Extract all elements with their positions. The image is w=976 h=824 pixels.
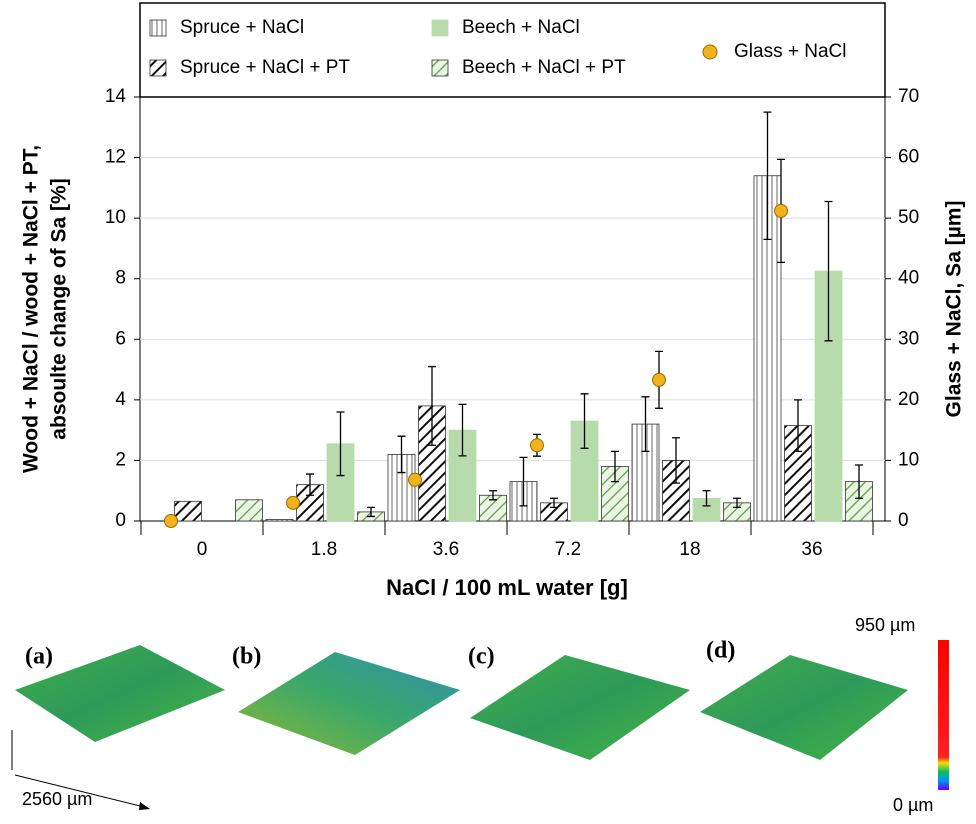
y2-axis-title: Glass + NaCl, Sa [µm]	[943, 201, 966, 418]
legend-label: Beech + NaCl	[462, 17, 580, 38]
y2-tick-label: 60	[898, 147, 919, 168]
x-tick-label: 36	[801, 539, 822, 560]
legend-swatch	[432, 20, 448, 36]
y-tick-label: 4	[115, 389, 126, 410]
x-tick-label: 7.2	[555, 539, 581, 560]
point	[165, 515, 178, 528]
legend-label: Glass + NaCl	[734, 41, 846, 62]
y2-tick-label: 50	[898, 207, 919, 228]
surface-b	[238, 652, 460, 755]
x-tick-label: 3.6	[433, 539, 459, 560]
legend-marker	[703, 45, 717, 59]
length-label: 2560 µm	[22, 789, 92, 809]
legend-label: Spruce + NaCl	[180, 17, 304, 38]
legend-swatch	[150, 20, 166, 36]
panel-label: (b)	[232, 644, 261, 670]
scale-min: 0 µm	[893, 795, 933, 815]
legend-swatch	[150, 60, 166, 76]
y-tick-label: 2	[115, 449, 126, 470]
y2-tick-label: 0	[898, 510, 909, 531]
y-axis-title: absoulte change of Sa [%]	[48, 178, 71, 439]
y2-tick-label: 10	[898, 449, 919, 470]
panel-label: (c)	[468, 644, 495, 670]
point	[775, 204, 788, 217]
bar	[236, 500, 263, 521]
legend-label: Spruce + NaCl + PT	[180, 57, 350, 78]
x-tick-label: 18	[679, 539, 700, 560]
y-axis-title: Wood + NaCl / wood + NaCl + PT,	[20, 145, 43, 473]
y-tick-label: 14	[105, 86, 127, 107]
figure: NaCl / 100 mL water [g] Wood + NaCl / wo…	[0, 0, 976, 819]
scale-max: 950 µm	[855, 615, 915, 635]
y-tick-label: 10	[105, 207, 126, 228]
y2-tick-label: 20	[898, 389, 919, 410]
panel-label: (a)	[25, 644, 53, 670]
surface-c	[470, 655, 690, 760]
point	[409, 473, 422, 486]
bar	[266, 519, 293, 521]
y-tick-label: 0	[115, 510, 126, 531]
x-tick-label: 1.8	[311, 539, 337, 560]
point	[653, 373, 666, 386]
x-tick-label: 0	[197, 539, 208, 560]
y2-tick-label: 40	[898, 268, 919, 289]
x-axis-title: NaCl / 100 mL water [g]	[386, 575, 628, 600]
y2-tick-label: 70	[898, 86, 919, 107]
point	[531, 439, 544, 452]
y-tick-label: 6	[115, 328, 126, 349]
point	[287, 496, 300, 509]
panel-label: (d)	[706, 638, 735, 664]
y-tick-label: 8	[115, 268, 126, 289]
surface-d	[700, 655, 908, 760]
y2-tick-label: 30	[898, 328, 919, 349]
bar	[175, 501, 202, 521]
arrow-head	[139, 802, 150, 810]
legend-label: Beech + NaCl + PT	[462, 57, 626, 78]
legend-swatch	[432, 60, 448, 76]
color-bar	[938, 640, 949, 790]
y-tick-label: 12	[105, 147, 126, 168]
